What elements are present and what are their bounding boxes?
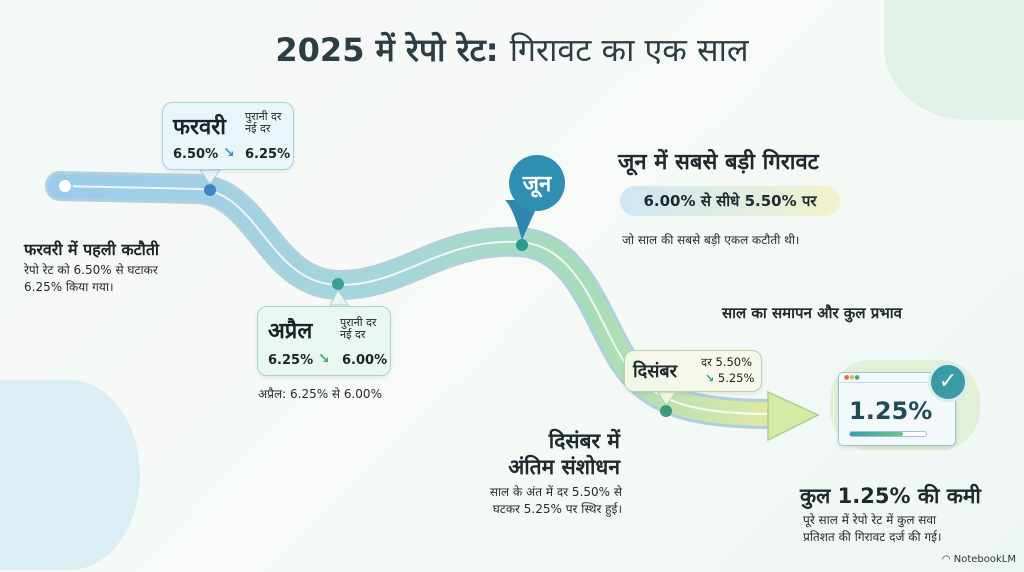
december-marker (660, 405, 672, 417)
april-new-rate: 6.00% (342, 353, 388, 368)
february-heading: फरवरी में पहली कटौती (24, 240, 160, 259)
april-old-rate: 6.25% (268, 353, 314, 368)
summary-value: 1.25% (849, 397, 933, 425)
april-label: अप्रैल (268, 319, 313, 344)
june-pin-label: जून (522, 172, 552, 197)
june-text: जो साल की सबसे बड़ी एकल कटौती थी। (622, 233, 800, 247)
december-card: दिसंबर दर 5.50% ↘ 5.25% (624, 350, 762, 392)
watermark: ◠ NotebookLM (941, 554, 1016, 565)
june-pill: 6.00% से सीधे 5.50% पर (620, 186, 840, 216)
page-title: 2025 में रेपो रेट: गिरावट का एक साल (275, 31, 749, 69)
april-marker (332, 278, 344, 290)
notebooklm-logo-icon: ◠ (941, 554, 951, 565)
arrow-down-right-icon: ↘ (705, 372, 715, 385)
arrow-down-right-icon: ↘ (318, 351, 330, 367)
december-label: दिसंबर (633, 361, 678, 382)
june-pin (509, 155, 565, 211)
april-caption: अप्रैल: 6.25% से 6.00% (258, 387, 382, 401)
summary-section-title: साल का समापन और कुल प्रभाव (722, 304, 903, 322)
rate-labels: पुरानी दर नई दर (340, 316, 377, 341)
summary-heading: कुल 1.25% की कमी (800, 484, 981, 508)
december-new-rate: 5.25% (717, 371, 755, 385)
february-new-rate: 6.25% (245, 147, 291, 162)
bg-blob (0, 380, 140, 570)
browser-window-icon: ●●● 1.25% (838, 372, 956, 446)
april-card: अप्रैल पुरानी दर नई दर 6.25% ↘ 6.00% (257, 306, 391, 376)
december-text: साल के अंत में दर 5.50% से घटकर 5.25% पर … (489, 485, 622, 516)
summary-text: पूरे साल में रेपो रेट में कुल सवा प्रतिशत… (803, 513, 942, 544)
december-heading: दिसंबर में अंतिम संशोधन (508, 429, 620, 479)
summary-progress (849, 431, 927, 437)
start-dot (57, 178, 73, 194)
june-heading: जून में सबसे बड़ी गिरावट (618, 150, 819, 175)
february-label: फरवरी (173, 115, 226, 140)
december-old-rate: 5.50% (715, 355, 753, 369)
february-old-rate: 6.50% (173, 147, 219, 162)
february-card: फरवरी पुरानी दर नई दर 6.50% ↘ 6.25% (162, 102, 294, 170)
february-marker (204, 184, 216, 196)
check-circle-icon: ✓ (928, 362, 968, 402)
february-text: रेपो रेट को 6.50% से घटाकर 6.25% किया गया… (24, 263, 158, 294)
rate-labels: पुरानी दर नई दर (245, 110, 282, 135)
arrow-down-right-icon: ↘ (223, 145, 235, 161)
june-marker (516, 239, 528, 251)
ribbon-arrowhead (767, 390, 820, 442)
